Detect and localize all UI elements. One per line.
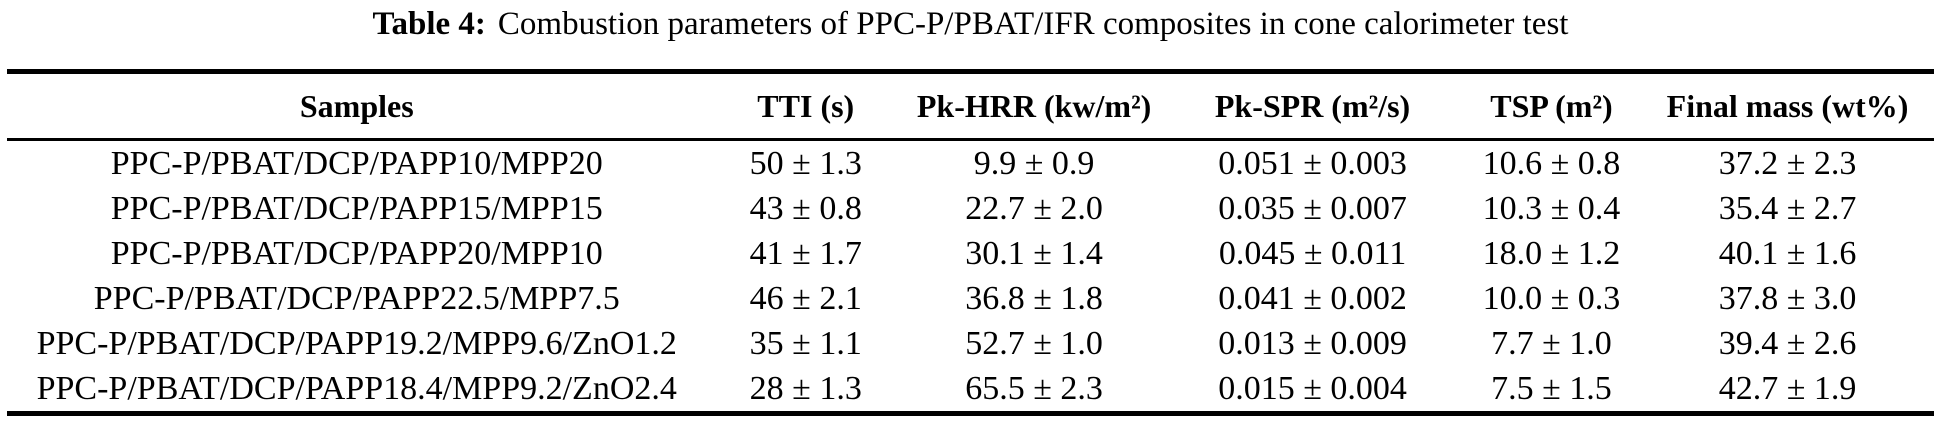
table-row: PPC-P/PBAT/DCP/PAPP10/MPP20 50 ± 1.3 9.9… bbox=[7, 140, 1934, 187]
header-row: Samples TTI (s) Pk-HRR (kw/m²) Pk-SPR (m… bbox=[7, 71, 1934, 141]
cell-sample: PPC-P/PBAT/DCP/PAPP22.5/MPP7.5 bbox=[93, 280, 620, 317]
cell-pk-spr: 0.013 ± 0.009 bbox=[1218, 325, 1407, 362]
cell-final-mass: 42.7 ± 1.9 bbox=[1718, 370, 1857, 407]
cell-final-mass: 40.1 ± 1.6 bbox=[1718, 235, 1857, 272]
table-row: PPC-P/PBAT/DCP/PAPP22.5/MPP7.5 46 ± 2.1 … bbox=[7, 276, 1934, 321]
cell-sample: PPC-P/PBAT/DCP/PAPP10/MPP20 bbox=[110, 145, 603, 182]
column-header-samples: Samples bbox=[7, 71, 707, 141]
cell-tsp: 10.0 ± 0.3 bbox=[1482, 280, 1621, 317]
column-header-tti: TTI (s) bbox=[706, 71, 905, 141]
cell-tsp: 7.7 ± 1.0 bbox=[1491, 325, 1612, 362]
cell-pk-spr: 0.045 ± 0.011 bbox=[1218, 235, 1407, 272]
cell-tti: 35 ± 1.1 bbox=[749, 325, 862, 362]
column-header-tsp: TSP (m²) bbox=[1461, 71, 1642, 141]
cell-sample: PPC-P/PBAT/DCP/PAPP18.4/MPP9.2/ZnO2.4 bbox=[36, 370, 677, 407]
cell-tti: 46 ± 2.1 bbox=[749, 280, 862, 317]
cell-pk-hrr: 9.9 ± 0.9 bbox=[973, 145, 1095, 182]
table-caption-label: Table 4: bbox=[372, 6, 486, 42]
table-row: PPC-P/PBAT/DCP/PAPP20/MPP10 41 ± 1.7 30.… bbox=[7, 231, 1934, 276]
cell-final-mass: 35.4 ± 2.7 bbox=[1718, 190, 1857, 227]
cell-pk-hrr: 36.8 ± 1.8 bbox=[965, 280, 1103, 317]
cell-tsp: 10.6 ± 0.8 bbox=[1482, 145, 1621, 182]
cell-pk-spr: 0.051 ± 0.003 bbox=[1218, 145, 1407, 182]
cell-pk-hrr: 65.5 ± 2.3 bbox=[965, 370, 1103, 407]
table-caption-text: Combustion parameters of PPC-P/PBAT/IFR … bbox=[497, 6, 1569, 42]
cell-tsp: 10.3 ± 0.4 bbox=[1482, 190, 1621, 227]
cell-tti: 50 ± 1.3 bbox=[749, 145, 862, 182]
cell-tti: 28 ± 1.3 bbox=[749, 370, 862, 407]
column-header-final-mass: Final mass (wt%) bbox=[1641, 71, 1934, 141]
column-header-pk-spr: Pk-SPR (m²/s) bbox=[1163, 71, 1462, 141]
cell-pk-spr: 0.041 ± 0.002 bbox=[1218, 280, 1407, 317]
cell-tsp: 18.0 ± 1.2 bbox=[1482, 235, 1621, 272]
cell-pk-hrr: 52.7 ± 1.0 bbox=[965, 325, 1103, 362]
cell-final-mass: 37.2 ± 2.3 bbox=[1718, 145, 1857, 182]
cell-sample: PPC-P/PBAT/DCP/PAPP20/MPP10 bbox=[110, 235, 603, 272]
table-row: PPC-P/PBAT/DCP/PAPP19.2/MPP9.6/ZnO1.2 35… bbox=[7, 321, 1934, 366]
cell-tti: 43 ± 0.8 bbox=[749, 190, 862, 227]
cell-final-mass: 37.8 ± 3.0 bbox=[1718, 280, 1857, 317]
table-caption: Table 4: Combustion parameters of PPC-P/P… bbox=[0, 0, 1941, 45]
cell-final-mass: 39.4 ± 2.6 bbox=[1718, 325, 1857, 362]
cell-sample: PPC-P/PBAT/DCP/PAPP19.2/MPP9.6/ZnO1.2 bbox=[36, 325, 677, 362]
table-row: PPC-P/PBAT/DCP/PAPP15/MPP15 43 ± 0.8 22.… bbox=[7, 186, 1934, 231]
column-header-pk-hrr: Pk-HRR (kw/m²) bbox=[904, 71, 1164, 141]
combustion-parameters-table: Samples TTI (s) Pk-HRR (kw/m²) Pk-SPR (m… bbox=[7, 69, 1934, 416]
cell-pk-spr: 0.035 ± 0.007 bbox=[1218, 190, 1407, 227]
cell-pk-spr: 0.015 ± 0.004 bbox=[1218, 370, 1407, 407]
table-row: PPC-P/PBAT/DCP/PAPP18.4/MPP9.2/ZnO2.4 28… bbox=[7, 366, 1934, 414]
cell-pk-hrr: 30.1 ± 1.4 bbox=[965, 235, 1103, 272]
cell-tsp: 7.5 ± 1.5 bbox=[1491, 370, 1612, 407]
cell-pk-hrr: 22.7 ± 2.0 bbox=[965, 190, 1103, 227]
cell-sample: PPC-P/PBAT/DCP/PAPP15/MPP15 bbox=[110, 190, 603, 227]
cell-tti: 41 ± 1.7 bbox=[749, 235, 862, 272]
